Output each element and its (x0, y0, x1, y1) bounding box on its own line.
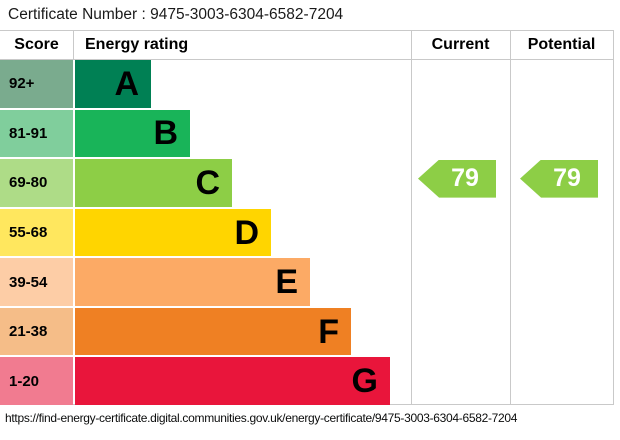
potential-rating-arrow: 79 (520, 159, 598, 198)
table-header: Score Energy rating Current Potential (0, 31, 613, 60)
band-bar-g: G (75, 357, 390, 406)
band-bar-c: C (75, 159, 232, 207)
band-row-d: 55-68 D (0, 208, 411, 259)
score-range-c: 69-80 (0, 159, 73, 207)
band-row-f: 21-38 F (0, 307, 411, 358)
band-row-e: 39-54 E (0, 258, 411, 308)
band-bar-b: B (75, 109, 190, 158)
header-score: Score (14, 36, 59, 53)
potential-column-divider (510, 31, 511, 404)
band-bar-d: D (75, 208, 271, 257)
header-energy-rating: Energy rating (85, 36, 189, 53)
score-range-b: 81-91 (0, 109, 73, 158)
score-range-a: 92+ (0, 60, 73, 108)
score-range-e: 39-54 (0, 258, 73, 306)
band-bar-f: F (75, 307, 351, 356)
score-range-f: 21-38 (0, 307, 73, 356)
band-row-g: 1-20 G (0, 357, 411, 406)
band-bar-e: E (75, 258, 310, 306)
band-row-b: 81-91 B (0, 109, 411, 160)
energy-bands: 92+ A 81-91 B 69-80 C 55-68 D 39-54 E 21-38 F 1-20 G (0, 60, 411, 406)
band-row-a: 92+ A (0, 60, 411, 110)
header-potential: Potential (527, 36, 596, 53)
certificate-url: https://find-energy-certificate.digital.… (5, 411, 518, 425)
score-range-d: 55-68 (0, 208, 73, 257)
score-range-g: 1-20 (0, 357, 73, 406)
current-rating-arrow: 79 (418, 159, 496, 198)
current-column-divider (411, 31, 412, 404)
band-bar-a: A (75, 60, 151, 108)
band-row-c: 69-80 C (0, 159, 411, 209)
header-current: Current (431, 36, 490, 53)
certificate-number: Certificate Number : 9475-3003-6304-6582… (8, 6, 344, 23)
rating-table: Score Energy rating Current Potential 92… (0, 30, 614, 406)
score-column-divider (73, 31, 74, 59)
